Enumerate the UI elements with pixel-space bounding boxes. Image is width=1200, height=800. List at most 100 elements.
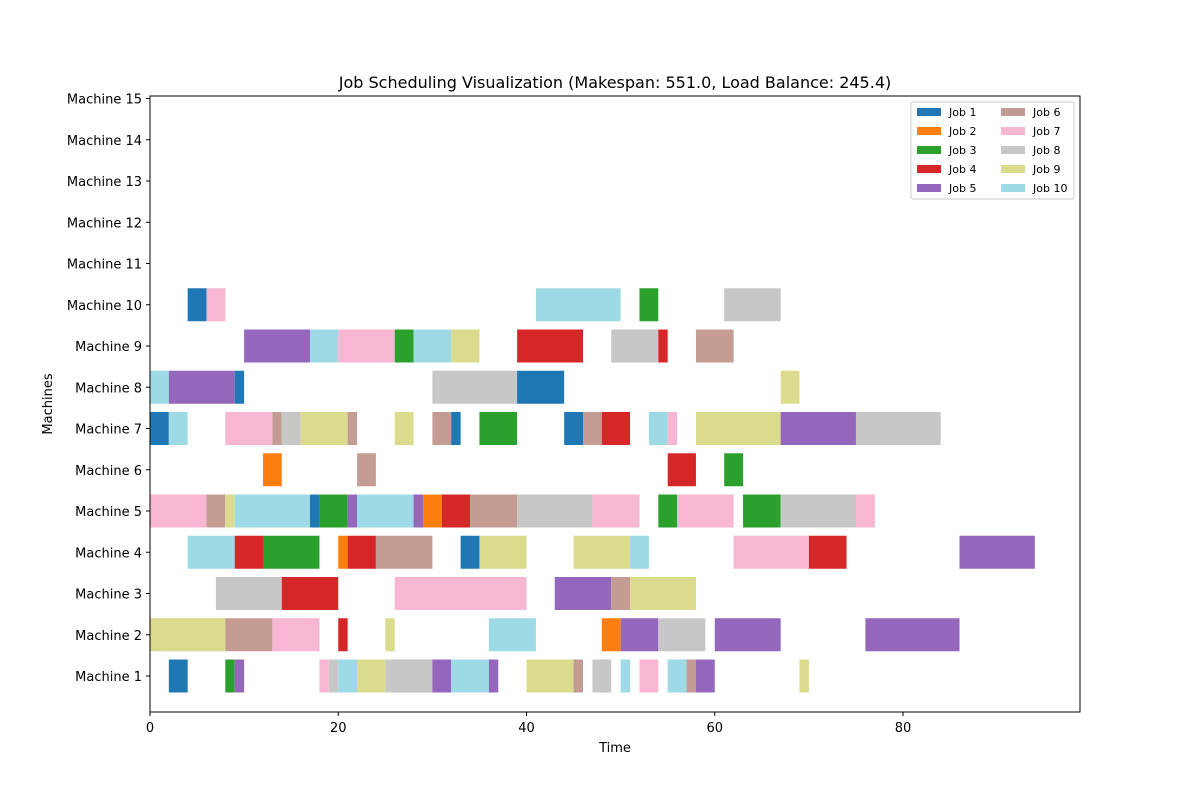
task-bar: [780, 494, 856, 528]
legend: Job 1 Job 2 Job 3 Job 4 Job 5 Job 6 Job 7 Job 8…: [910, 101, 1075, 200]
task-bar: [855, 412, 941, 445]
task-bar: [865, 618, 960, 652]
task-bar: [517, 329, 583, 363]
task-bar: [677, 494, 734, 528]
task-bar: [385, 659, 433, 693]
task-bar: [780, 412, 856, 445]
task-bar: [328, 659, 339, 693]
task-bar: [611, 577, 631, 610]
x-tick-label: 40: [518, 721, 535, 736]
task-bar: [234, 494, 311, 528]
task-bar: [150, 412, 169, 445]
y-tick-label: Machine 2: [75, 629, 142, 644]
task-bar: [517, 494, 593, 528]
task-bar: [234, 370, 245, 404]
task-bar: [357, 453, 376, 487]
y-axis-title: Machines: [41, 373, 56, 434]
task-bar: [225, 659, 235, 693]
legend-label: Job 5: [948, 182, 976, 195]
task-bar: [667, 453, 696, 487]
legend-swatch: [1001, 184, 1025, 192]
task-bar: [338, 535, 348, 569]
task-bar: [168, 370, 235, 404]
task-bar: [451, 412, 461, 445]
task-bar: [658, 494, 678, 528]
task-bar: [724, 453, 744, 487]
y-tick-label: Machine 7: [75, 423, 142, 438]
task-bar: [451, 329, 480, 363]
task-bar: [234, 659, 245, 693]
y-tick-label: Machine 14: [67, 134, 142, 149]
task-bar: [347, 412, 358, 445]
legend-label: Job 3: [948, 144, 976, 157]
legend-swatch: [1001, 127, 1025, 135]
task-bar: [215, 577, 282, 610]
legend-swatch: [917, 108, 941, 116]
task-bar: [150, 370, 169, 404]
task-bar: [394, 329, 414, 363]
task-bar: [225, 618, 273, 652]
task-bar: [281, 412, 301, 445]
legend-swatch: [917, 184, 941, 192]
task-bar: [639, 659, 659, 693]
legend-swatch: [1001, 108, 1025, 116]
y-tick-label: Machine 4: [75, 546, 142, 561]
y-tick-label: Machine 11: [67, 258, 142, 273]
task-bar: [168, 412, 188, 445]
task-bar: [592, 494, 640, 528]
task-bar: [855, 494, 875, 528]
task-bar: [799, 659, 809, 693]
task-bar: [319, 494, 348, 528]
task-bar: [554, 577, 612, 610]
y-tick-label: Machine 9: [75, 340, 142, 355]
task-bar: [347, 494, 358, 528]
task-bar: [686, 659, 696, 693]
x-tick-label: 60: [707, 721, 724, 736]
task-bar: [168, 659, 188, 693]
task-bar: [601, 412, 631, 445]
task-bar: [583, 412, 602, 445]
task-bar: [347, 535, 376, 569]
task-bar: [451, 659, 489, 693]
legend-label: Job 7: [1032, 125, 1060, 138]
task-bar: [959, 535, 1035, 569]
task-bar: [225, 412, 273, 445]
task-bars: [150, 288, 1035, 693]
legend-label: Job 6: [1032, 106, 1060, 119]
task-bar: [432, 659, 452, 693]
task-bar: [413, 329, 452, 363]
task-bar: [517, 370, 565, 404]
task-bar: [394, 412, 414, 445]
x-axis: 0 20 40 60 80: [146, 712, 911, 736]
y-tick-label: Machine 8: [75, 381, 142, 396]
task-bar: [460, 535, 480, 569]
task-bar: [526, 659, 574, 693]
task-bar: [150, 618, 226, 652]
task-bar: [225, 494, 235, 528]
task-bar: [319, 659, 329, 693]
legend-label: Job 1: [948, 106, 976, 119]
task-bar: [780, 370, 800, 404]
task-bar: [620, 659, 631, 693]
task-bar: [714, 618, 781, 652]
task-bar: [338, 659, 358, 693]
plot-frame: [149, 95, 1081, 713]
legend-label: Job 10: [1032, 182, 1067, 195]
legend-swatch: [917, 165, 941, 173]
task-bar: [234, 535, 263, 569]
legend-label: Job 4: [948, 163, 976, 176]
task-bar: [338, 329, 395, 363]
legend-label: Job 8: [1032, 144, 1060, 157]
y-tick-label: Machine 13: [67, 175, 142, 190]
task-bar: [338, 618, 348, 652]
task-bar: [488, 618, 536, 652]
task-bar: [573, 659, 583, 693]
task-bar: [535, 288, 621, 322]
task-bar: [375, 535, 433, 569]
task-bar: [357, 659, 386, 693]
task-bar: [648, 412, 668, 445]
task-bar: [206, 494, 226, 528]
task-bar: [667, 412, 678, 445]
x-tick-label: 0: [146, 721, 154, 736]
